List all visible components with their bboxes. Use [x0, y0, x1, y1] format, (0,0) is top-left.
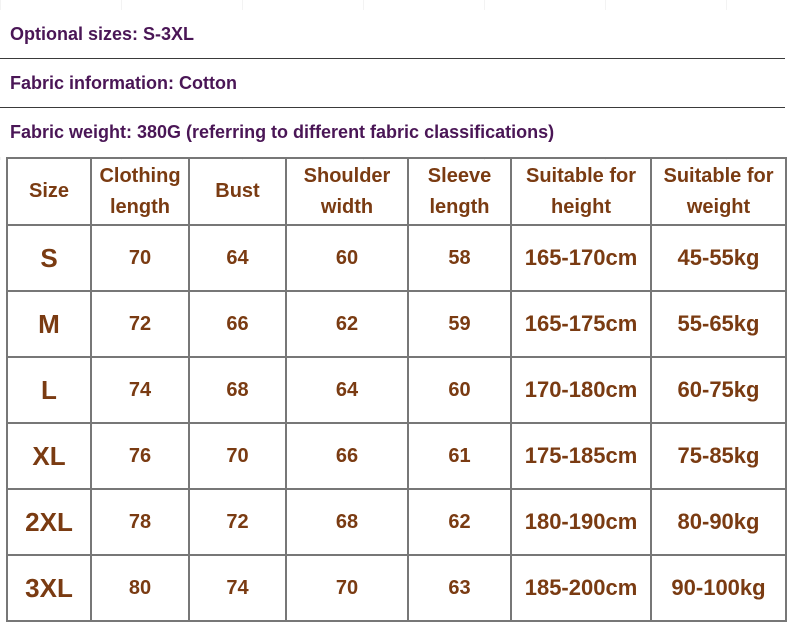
table-row: M 72 66 62 59 165-175cm 55-65kg: [6, 290, 787, 358]
height-cell: 165-170cm: [510, 224, 652, 292]
weight-cell: 90-100kg: [650, 554, 787, 622]
table-row: S 70 64 60 58 165-170cm 45-55kg: [6, 224, 787, 292]
shoulder-width-cell: 62: [285, 290, 409, 358]
height-cell: 165-175cm: [510, 290, 652, 358]
size-chart-table: Size Clothing length Bust Shoulder width S…: [6, 157, 787, 622]
sleeve-length-cell: 59: [407, 290, 512, 358]
header-suitable-weight: Suitable for weight: [650, 157, 787, 226]
size-cell: L: [6, 356, 92, 424]
size-cell: XL: [6, 422, 92, 490]
header-bust: Bust: [188, 157, 287, 226]
shoulder-width-cell: 70: [285, 554, 409, 622]
table-row: 3XL 80 74 70 63 185-200cm 90-100kg: [6, 554, 787, 622]
clothing-length-cell: 70: [90, 224, 190, 292]
weight-cell: 80-90kg: [650, 488, 787, 556]
shoulder-width-cell: 64: [285, 356, 409, 424]
header-sleeve-length: Sleeve length: [407, 157, 512, 226]
size-cell: 2XL: [6, 488, 92, 556]
bust-cell: 64: [188, 224, 287, 292]
bust-cell: 70: [188, 422, 287, 490]
sleeve-length-cell: 58: [407, 224, 512, 292]
optional-sizes-line: Optional sizes: S-3XL: [0, 10, 785, 59]
sleeve-length-cell: 60: [407, 356, 512, 424]
sleeve-length-cell: 62: [407, 488, 512, 556]
clothing-length-cell: 80: [90, 554, 190, 622]
clothing-length-cell: 78: [90, 488, 190, 556]
weight-cell: 60-75kg: [650, 356, 787, 424]
height-cell: 175-185cm: [510, 422, 652, 490]
header-shoulder-width: Shoulder width: [285, 157, 409, 226]
weight-cell: 75-85kg: [650, 422, 787, 490]
shoulder-width-cell: 66: [285, 422, 409, 490]
shoulder-width-cell: 60: [285, 224, 409, 292]
header-clothing-length: Clothing length: [90, 157, 190, 226]
table-row: 2XL 78 72 68 62 180-190cm 80-90kg: [6, 488, 787, 556]
weight-cell: 45-55kg: [650, 224, 787, 292]
clothing-length-cell: 76: [90, 422, 190, 490]
size-cell: M: [6, 290, 92, 358]
size-cell: 3XL: [6, 554, 92, 622]
clothing-length-cell: 72: [90, 290, 190, 358]
sleeve-length-cell: 61: [407, 422, 512, 490]
height-cell: 185-200cm: [510, 554, 652, 622]
height-cell: 170-180cm: [510, 356, 652, 424]
bust-cell: 74: [188, 554, 287, 622]
weight-cell: 55-65kg: [650, 290, 787, 358]
shoulder-width-cell: 68: [285, 488, 409, 556]
bust-cell: 72: [188, 488, 287, 556]
table-header-row: Size Clothing length Bust Shoulder width S…: [6, 157, 787, 226]
sleeve-length-cell: 63: [407, 554, 512, 622]
size-cell: S: [6, 224, 92, 292]
table-row: XL 76 70 66 61 175-185cm 75-85kg: [6, 422, 787, 490]
table-row: L 74 68 64 60 170-180cm 60-75kg: [6, 356, 787, 424]
header-suitable-height: Suitable for height: [510, 157, 652, 226]
header-size: Size: [6, 157, 92, 226]
fabric-weight-line: Fabric weight: 380G (referring to differ…: [0, 108, 785, 157]
clothing-length-cell: 74: [90, 356, 190, 424]
bust-cell: 68: [188, 356, 287, 424]
height-cell: 180-190cm: [510, 488, 652, 556]
bust-cell: 66: [188, 290, 287, 358]
fabric-information-line: Fabric information: Cotton: [0, 59, 785, 108]
